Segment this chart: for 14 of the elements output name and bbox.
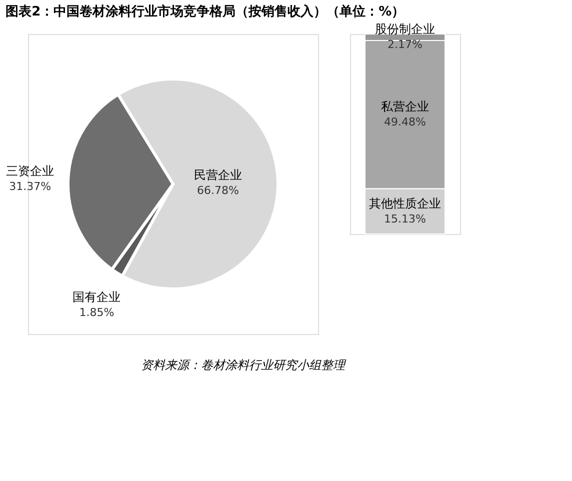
data-label: 31.37% [9, 180, 52, 193]
series-label: 其他性质企业 [369, 196, 441, 210]
data-label: 1.85% [79, 306, 114, 319]
chart-title: 图表2：中国卷材涂料行业市场竞争格局（按销售收入）（单位：%） [6, 4, 405, 20]
slice-label: 三资企业 [6, 164, 54, 178]
data-label: 2.17% [388, 38, 422, 52]
data-label: 66.78% [197, 184, 239, 197]
data-label: 49.48% [384, 116, 426, 129]
text: 资料来源：卷材涂料行业研究小组整理 [141, 358, 347, 372]
slice-label: 国有企业 [72, 290, 121, 304]
series-label: 私营企业 [381, 100, 429, 114]
series-label: 股份制企业 [375, 22, 435, 36]
data-label: 15.13% [384, 212, 426, 226]
slice-label: 民营企业 [194, 168, 242, 182]
